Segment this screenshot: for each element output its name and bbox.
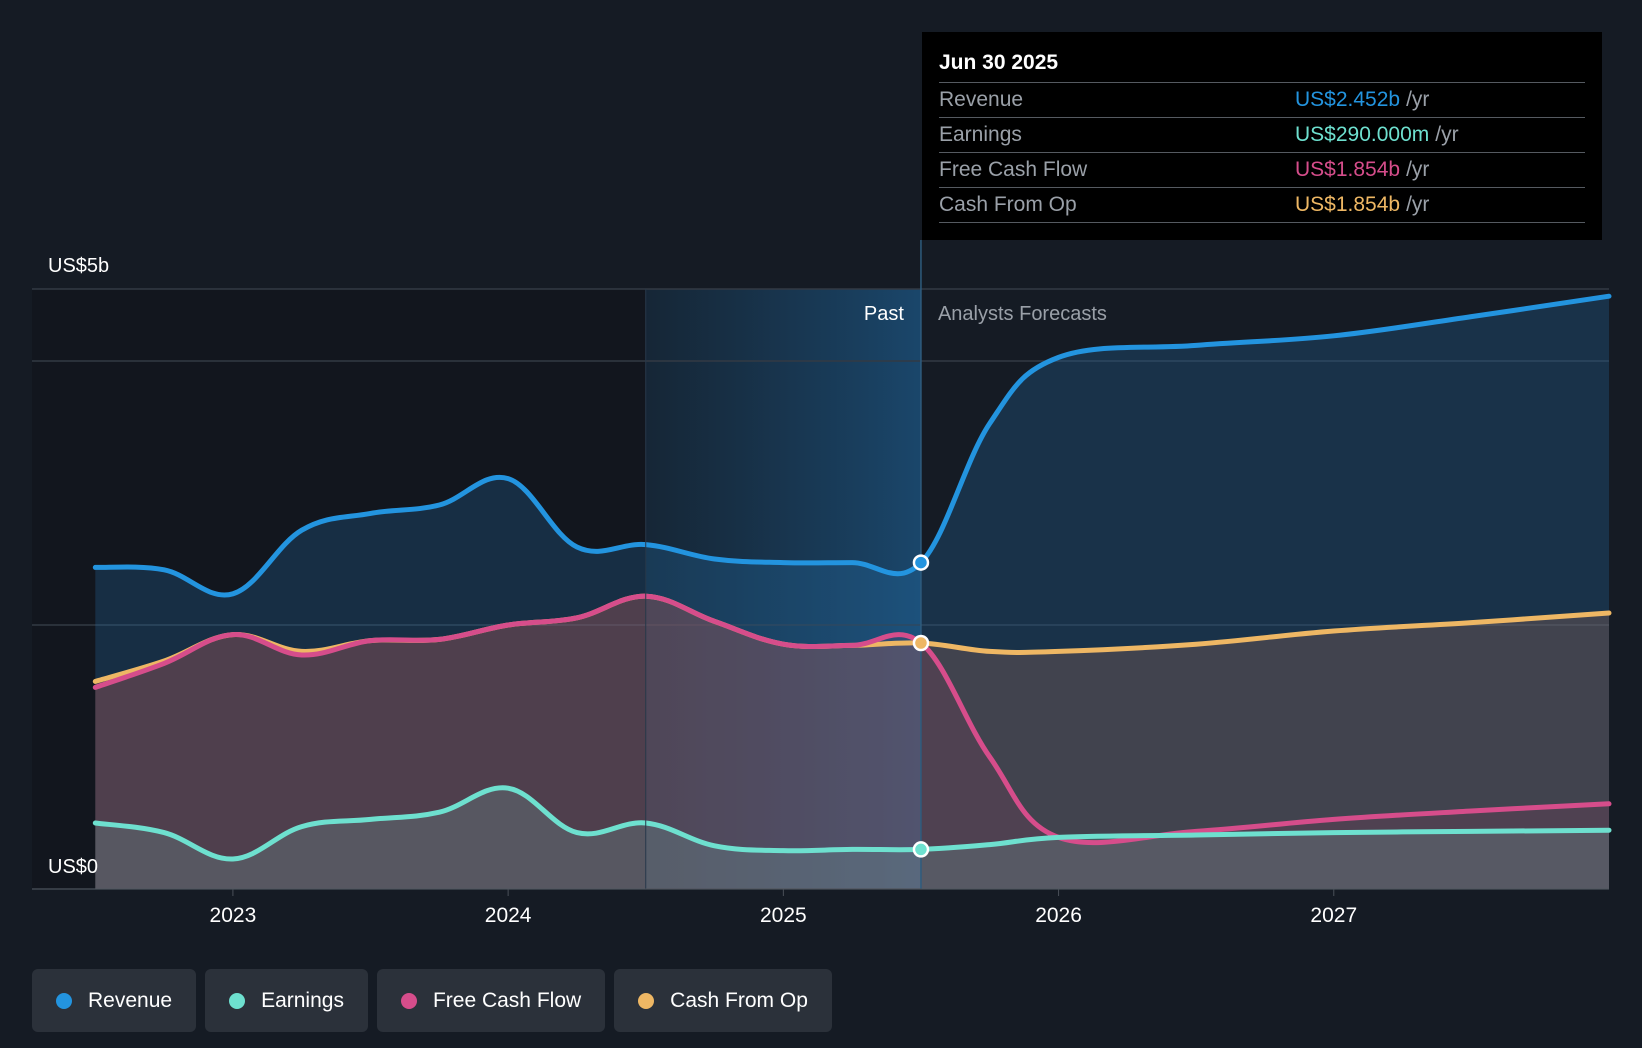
legend-label: Free Cash Flow [432, 988, 582, 1012]
tooltip-label: Revenue [939, 88, 1024, 111]
legend-label: Revenue [88, 988, 173, 1012]
data-tooltip: Jun 30 2025 Revenue US$2.452b /yr Earnin… [922, 32, 1602, 240]
tooltip-row-revenue: Revenue US$2.452b /yr [939, 83, 1585, 118]
tooltip-unit: /yr [1435, 123, 1459, 146]
x-tick-label: 2023 [210, 904, 257, 927]
legend-dot-icon [229, 992, 246, 1009]
marker-earnings [912, 841, 930, 858]
tooltip-unit: /yr [1406, 88, 1430, 111]
tooltip-value: US$1.854b [1295, 158, 1401, 181]
line-revenue [92, 293, 1612, 598]
area-earnings [95, 787, 1609, 889]
y-axis-max-label: US$5b [48, 255, 109, 277]
area-revenue [95, 296, 1609, 889]
legend-item-earnings[interactable]: Earnings [205, 969, 368, 1032]
tooltip-row-earnings: Earnings US$290.000m /yr [939, 118, 1585, 153]
legend-dot-icon [638, 992, 655, 1009]
tooltip-value: US$290.000m [1295, 123, 1430, 146]
marker-revenue [912, 554, 930, 571]
x-tick-label: 2025 [760, 904, 807, 927]
legend-label: Cash From Op [670, 988, 808, 1012]
tooltip-label: Free Cash Flow [939, 158, 1088, 181]
tooltip-label: Earnings [939, 123, 1022, 146]
legend-label: Earnings [261, 988, 344, 1012]
tooltip-label: Cash From Op [939, 193, 1077, 216]
line-fcf [92, 593, 1612, 846]
marker-cfo [912, 634, 930, 652]
tooltip-date: Jun 30 2025 [939, 48, 1585, 83]
x-tick-label: 2024 [485, 904, 532, 927]
legend-item-revenue[interactable]: Revenue [32, 969, 197, 1032]
chart-legend: Revenue Earnings Free Cash Flow Cash Fro… [32, 969, 832, 1032]
y-axis-min-label: US$0 [48, 856, 98, 878]
tooltip-value: US$1.854b [1295, 193, 1401, 216]
plot-background-dark [32, 289, 646, 889]
tooltip-row-cash-from-op: Cash From Op US$1.854b /yr [939, 188, 1585, 223]
legend-item-free-cash-flow[interactable]: Free Cash Flow [376, 969, 606, 1032]
tooltip-unit: /yr [1406, 158, 1430, 181]
tooltip-value: US$2.452b [1295, 88, 1401, 111]
past-label: Past [864, 303, 904, 325]
legend-item-cash-from-op[interactable]: Cash From Op [614, 969, 832, 1032]
tooltip-row-free-cash-flow: Free Cash Flow US$1.854b /yr [939, 153, 1585, 188]
area-cfo [95, 596, 1609, 889]
area-fcf [95, 596, 1609, 889]
legend-dot-icon [400, 992, 417, 1009]
legend-dot-icon [56, 992, 72, 1009]
tooltip-unit: /yr [1406, 193, 1430, 216]
line-earnings [92, 785, 1612, 862]
past-region-highlight [645, 289, 921, 889]
x-tick-label: 2027 [1310, 904, 1357, 927]
x-tick-label: 2026 [1035, 904, 1082, 927]
analysts-forecasts-label: Analysts Forecasts [938, 303, 1107, 325]
